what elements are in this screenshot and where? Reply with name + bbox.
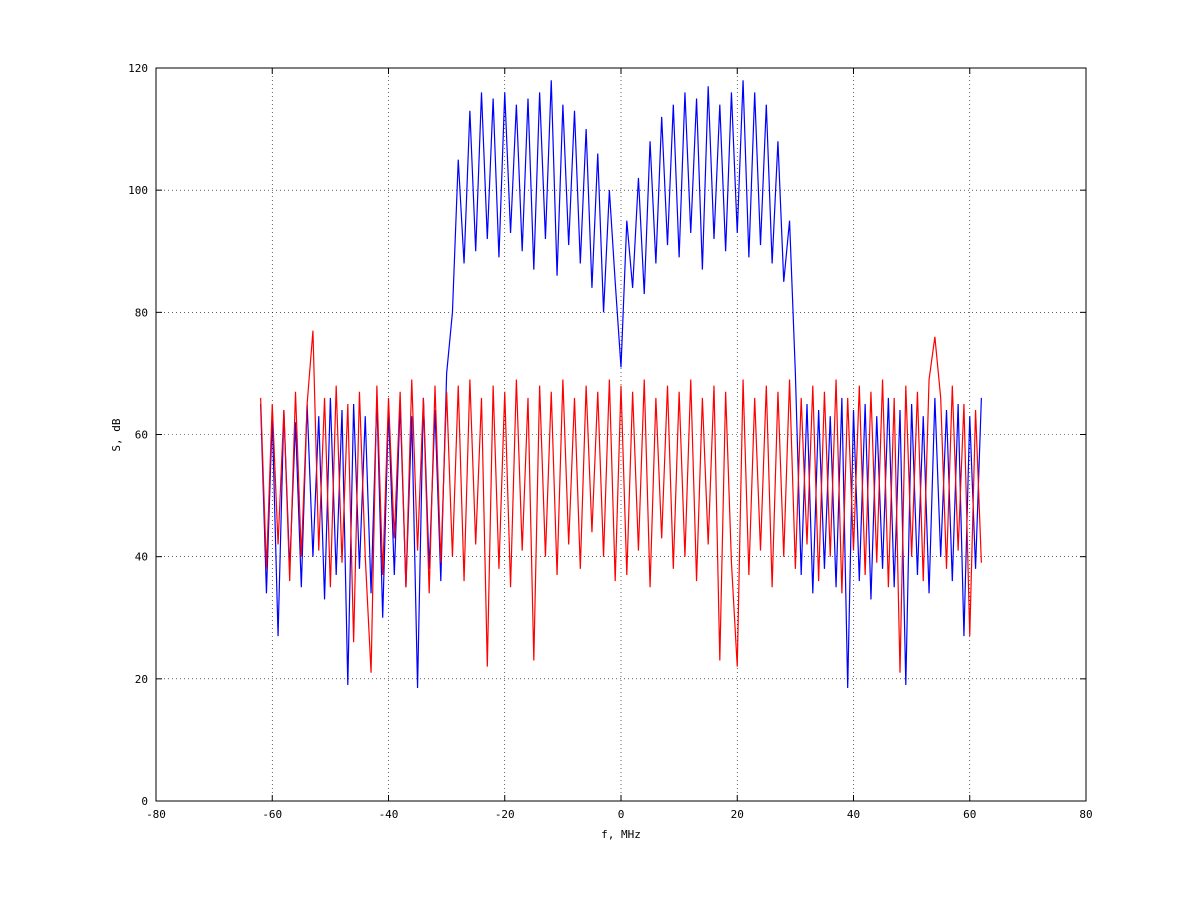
x-tick-label: 60	[963, 808, 976, 821]
x-tick-label: -80	[146, 808, 166, 821]
series-line	[260, 80, 982, 689]
y-tick-label: 0	[141, 795, 148, 808]
y-tick-label: 80	[135, 306, 148, 319]
x-tick-label: -60	[262, 808, 282, 821]
x-tick-label: -40	[379, 808, 399, 821]
y-tick-label: 60	[135, 429, 148, 442]
y-axis-label: S, dB	[110, 418, 123, 451]
x-axis-label: f, MHz	[601, 828, 641, 841]
y-tick-label: 120	[128, 62, 148, 75]
y-tick-label: 40	[135, 551, 148, 564]
y-tick-label: 20	[135, 673, 148, 686]
x-tick-label: 80	[1079, 808, 1092, 821]
x-tick-label: 0	[618, 808, 625, 821]
x-tick-label: -20	[495, 808, 515, 821]
x-tick-label: 40	[847, 808, 860, 821]
plot-frame	[155, 67, 1087, 802]
x-tick-label: 20	[731, 808, 744, 821]
series-line	[260, 330, 982, 673]
y-tick-label: 100	[128, 184, 148, 197]
